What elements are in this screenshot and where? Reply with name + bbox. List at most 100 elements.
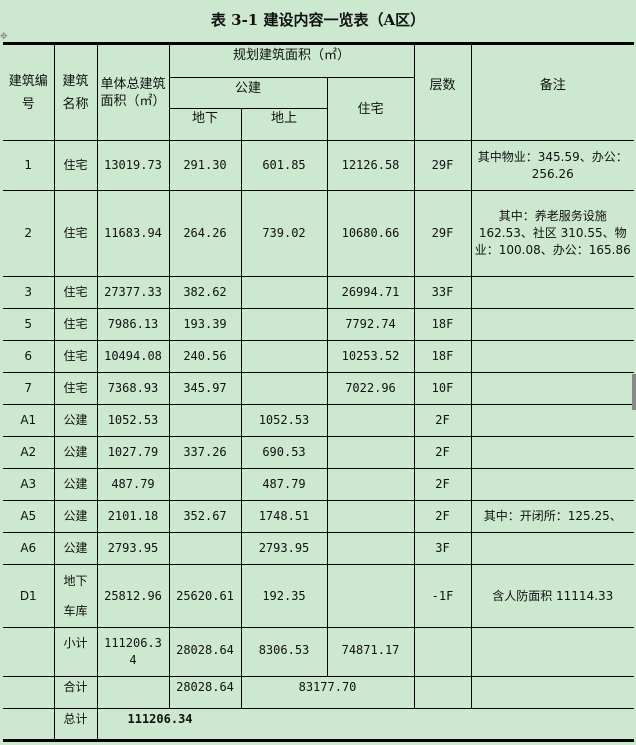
cell-building-name: 住宅 [53, 190, 98, 277]
header-remarks: 备注 [470, 43, 634, 141]
sum-label: 合计 [53, 676, 98, 709]
cell-total-area: 10494.08 [96, 340, 170, 373]
cell-building-no: A6 [3, 532, 55, 565]
cell-underground-area: 291.30 [168, 140, 242, 191]
cell-aboveground-area [240, 372, 328, 405]
grand-total-label: 总计 [53, 708, 98, 741]
table-row: A1 公建 1052.53 1052.53 2F [3, 404, 634, 437]
subtotal-total: 111206.34 [96, 627, 170, 677]
cell-aboveground-area: 487.79 [240, 468, 328, 501]
cell-remarks [470, 308, 634, 341]
subtotal-row: 小计 111206.34 28028.64 8306.53 74871.17 [3, 627, 634, 677]
cell-aboveground-area: 1052.53 [240, 404, 328, 437]
cell-residential-area [326, 500, 415, 533]
sum-row: 合计 28028.64 83177.70 [3, 676, 634, 709]
cell-building-no: 3 [3, 276, 55, 309]
cell-aboveground-area [240, 308, 328, 341]
table-row: 1 住宅 13019.73 291.30 601.85 12126.58 29F 其中物业：3… [3, 140, 634, 191]
cell-total-area: 2793.95 [96, 532, 170, 565]
cell-building-no: A3 [3, 468, 55, 501]
table-row: A5 公建 2101.18 352.67 1748.51 2F 其中：开闭所：125.25、 [3, 500, 634, 533]
cell-building-no: 1 [3, 140, 55, 191]
header-aboveground: 地上 [240, 108, 327, 141]
header-underground: 地下 [169, 108, 242, 141]
cell-remarks: 含人防面积 11114.33 [470, 564, 634, 628]
cell-underground-area: 240.56 [168, 340, 242, 373]
cell-remarks: 其中：养老服务设施162.53、社区 310.55、物业：100.08、办公：1… [470, 190, 634, 277]
cell-building-name: 住宅 [53, 372, 98, 405]
cell-residential-area: 26994.71 [326, 276, 415, 309]
cell-building-name: 公建 [53, 404, 98, 437]
cell-aboveground-area [240, 340, 328, 373]
cell-residential-area [326, 532, 415, 565]
sum-above-plus-residential: 83177.70 [240, 676, 415, 709]
cell-empty [413, 676, 472, 709]
cell-underground-area: 264.26 [168, 190, 242, 277]
cell-total-area: 1052.53 [96, 404, 170, 437]
cell-building-name: 公建 [53, 468, 98, 501]
cell-residential-area [326, 468, 415, 501]
cell-aboveground-area: 1748.51 [240, 500, 328, 533]
cell-total-area: 27377.33 [96, 276, 170, 309]
cell-total-area: 2101.18 [96, 500, 170, 533]
scrollbar[interactable] [632, 374, 636, 410]
cell-empty [470, 676, 634, 709]
header-public: 公建 [169, 77, 328, 109]
table-row: 7 住宅 7368.93 345.97 7022.96 10F [3, 372, 634, 405]
cell-empty [470, 627, 634, 677]
cell-floors: 18F [413, 340, 472, 373]
table-move-handle-icon[interactable]: ✥ [0, 32, 8, 42]
cell-total-area: 7368.93 [96, 372, 170, 405]
cell-underground-area [168, 404, 242, 437]
table-row: 5 住宅 7986.13 193.39 7792.74 18F [3, 308, 634, 341]
cell-underground-area: 193.39 [168, 308, 242, 341]
cell-remarks: 其中物业：345.59、办公：256.26 [470, 140, 634, 191]
table-row: A3 公建 487.79 487.79 2F [3, 468, 634, 501]
cell-empty [3, 676, 55, 709]
cell-building-no: A5 [3, 500, 55, 533]
cell-floors: 2F [413, 436, 472, 469]
header-planned-area: 规划建筑面积（㎡） [168, 43, 415, 78]
cell-remarks [470, 340, 634, 373]
header-floors: 层数 [413, 43, 472, 141]
cell-underground-area [168, 468, 242, 501]
cell-floors: 29F [413, 140, 472, 191]
cell-floors: 2F [413, 404, 472, 437]
cell-empty [3, 708, 55, 741]
cell-remarks [470, 436, 634, 469]
cell-aboveground-area: 601.85 [240, 140, 328, 191]
cell-underground-area: 382.62 [168, 276, 242, 309]
cell-total-area: 11683.94 [96, 190, 170, 277]
cell-total-area: 7986.13 [96, 308, 170, 341]
cell-residential-area [326, 564, 415, 628]
cell-total-area: 1027.79 [96, 436, 170, 469]
cell-aboveground-area: 690.53 [240, 436, 328, 469]
cell-residential-area: 10253.52 [326, 340, 415, 373]
cell-empty [3, 627, 55, 677]
cell-building-name: 公建 [53, 532, 98, 565]
cell-aboveground-area: 192.35 [240, 564, 328, 628]
cell-floors: 18F [413, 308, 472, 341]
cell-floors: 10F [413, 372, 472, 405]
table-row: A2 公建 1027.79 337.26 690.53 2F [3, 436, 634, 469]
cell-residential-area: 7792.74 [326, 308, 415, 341]
cell-residential-area: 7022.96 [326, 372, 415, 405]
cell-remarks: 其中：开闭所：125.25、 [470, 500, 634, 533]
cell-floors: -1F [413, 564, 472, 628]
cell-floors: 33F [413, 276, 472, 309]
sum-underground: 28028.64 [168, 676, 242, 709]
cell-residential-area: 12126.58 [326, 140, 415, 191]
cell-building-no: D1 [3, 564, 55, 628]
subtotal-underground: 28028.64 [168, 627, 242, 677]
cell-total-area: 487.79 [96, 468, 170, 501]
grand-total-value: 111206.34 [96, 708, 634, 741]
header-building-name: 建筑名称 [53, 43, 98, 141]
cell-remarks [470, 404, 634, 437]
header-total-area: 单体总建筑面积（㎡） [96, 43, 170, 141]
cell-building-no: A2 [3, 436, 55, 469]
cell-remarks [470, 276, 634, 309]
cell-building-no: 2 [3, 190, 55, 277]
cell-building-no: 7 [3, 372, 55, 405]
header-residential: 住宅 [326, 77, 414, 141]
cell-building-name: 住宅 [53, 308, 98, 341]
